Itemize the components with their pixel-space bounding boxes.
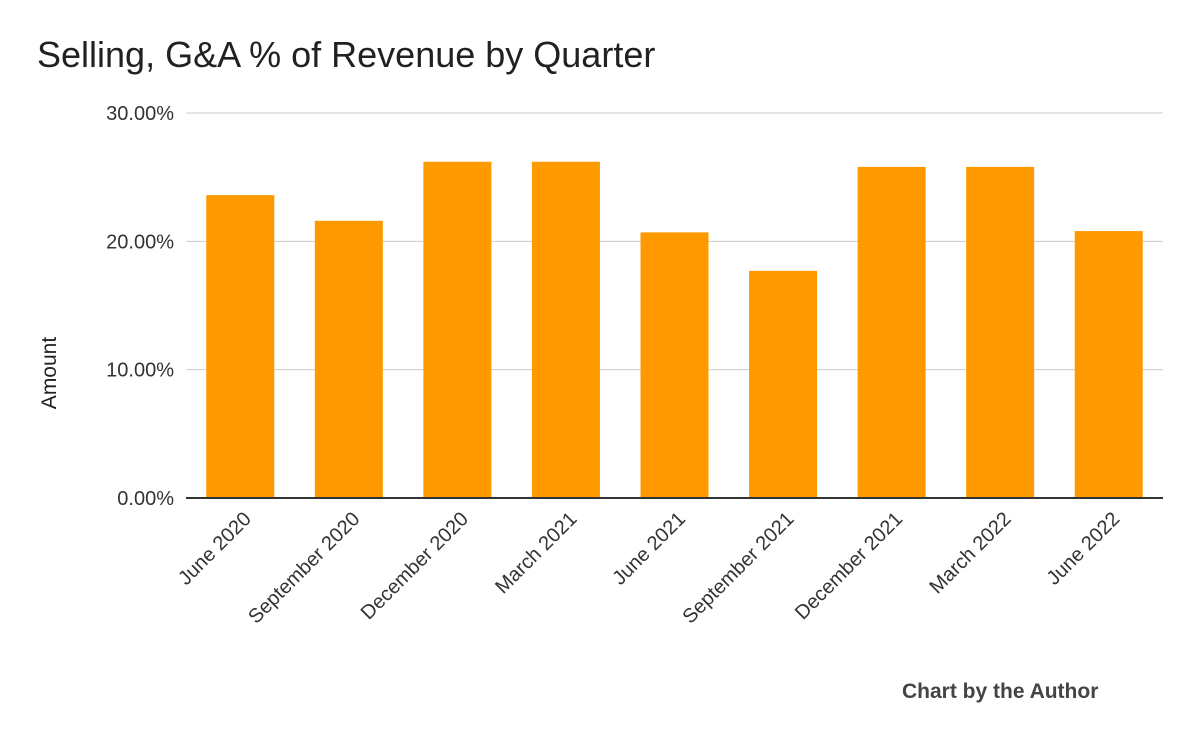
chart-credit: Chart by the Author — [902, 680, 1099, 703]
bar-december-2021 — [857, 166, 926, 498]
bar-june-2021 — [640, 232, 709, 498]
y-tick-label: 10.00% — [106, 360, 174, 382]
y-axis-title: Amount — [38, 337, 61, 410]
x-tick-label: March 2021 — [491, 508, 581, 598]
bar-march-2022 — [966, 166, 1035, 498]
bar-june-2022 — [1074, 231, 1143, 499]
chart-title: Selling, G&A % of Revenue by Quarter — [37, 34, 656, 75]
bar-march-2021 — [531, 161, 600, 498]
bar-september-2021 — [749, 270, 818, 498]
x-tick-label: June 2022 — [1043, 508, 1125, 590]
y-tick-label: 30.00% — [106, 103, 174, 125]
bar-december-2020 — [423, 161, 492, 498]
y-tick-labels: 0.00% 10.00% 20.00% 30.00% — [106, 103, 174, 510]
x-tick-label: March 2022 — [925, 508, 1015, 598]
x-tick-label: December 2020 — [357, 508, 473, 624]
x-tick-label: December 2021 — [791, 508, 907, 624]
y-tick-label: 20.00% — [106, 231, 174, 253]
y-tick-label: 0.00% — [117, 488, 174, 510]
x-tick-label: June 2021 — [608, 508, 690, 590]
bars — [206, 161, 1143, 499]
bar-june-2020 — [206, 195, 275, 498]
x-tick-label: June 2020 — [174, 508, 256, 590]
x-tick-label: September 2021 — [678, 508, 798, 628]
x-tick-label: September 2020 — [244, 508, 364, 628]
bar-september-2020 — [314, 220, 383, 499]
